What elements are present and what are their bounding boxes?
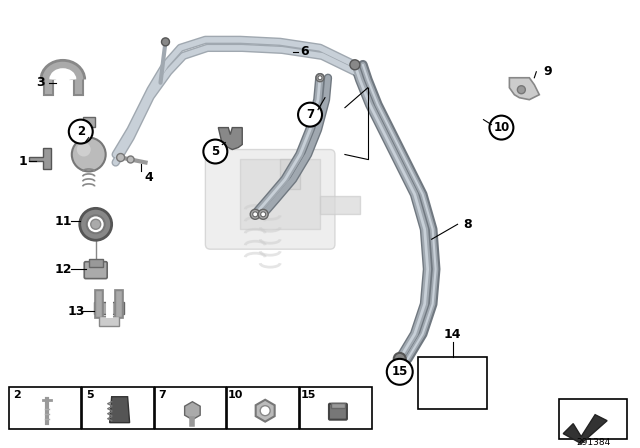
Text: 15: 15 <box>300 390 316 400</box>
Circle shape <box>116 154 125 161</box>
Text: 5: 5 <box>211 145 220 158</box>
FancyBboxPatch shape <box>329 404 347 420</box>
Text: 3: 3 <box>36 76 45 89</box>
Text: 14: 14 <box>444 328 461 341</box>
Circle shape <box>394 353 406 365</box>
Text: 7: 7 <box>306 108 314 121</box>
Bar <box>93 302 124 314</box>
Circle shape <box>250 209 260 220</box>
Text: 8: 8 <box>463 218 472 231</box>
Text: 13: 13 <box>67 305 84 318</box>
Polygon shape <box>29 147 51 169</box>
Text: 1: 1 <box>19 155 28 168</box>
Text: 2: 2 <box>77 125 85 138</box>
Circle shape <box>91 220 100 229</box>
Bar <box>559 399 627 439</box>
Circle shape <box>161 38 170 46</box>
Circle shape <box>517 86 525 94</box>
Circle shape <box>298 103 322 127</box>
Polygon shape <box>109 397 130 422</box>
Circle shape <box>87 215 105 233</box>
Circle shape <box>204 140 227 164</box>
Circle shape <box>316 74 324 82</box>
Text: 10: 10 <box>493 121 509 134</box>
FancyBboxPatch shape <box>84 262 107 279</box>
Circle shape <box>258 209 268 220</box>
Text: 7: 7 <box>159 390 166 400</box>
Circle shape <box>318 76 322 80</box>
Text: 9: 9 <box>543 65 552 78</box>
Text: 11: 11 <box>54 215 72 228</box>
Bar <box>99 316 118 326</box>
Text: 12: 12 <box>54 263 72 276</box>
FancyBboxPatch shape <box>205 150 335 249</box>
Text: 4: 4 <box>144 171 153 184</box>
Circle shape <box>68 120 93 143</box>
Text: 2: 2 <box>13 390 21 400</box>
Text: 15: 15 <box>392 365 408 378</box>
Bar <box>82 387 154 429</box>
Circle shape <box>80 208 111 240</box>
Text: 5: 5 <box>86 390 93 400</box>
Bar <box>89 259 102 267</box>
Bar <box>280 159 300 190</box>
Text: 10: 10 <box>228 390 243 400</box>
Circle shape <box>72 138 106 172</box>
Polygon shape <box>218 128 243 150</box>
Circle shape <box>127 156 134 163</box>
Bar <box>240 159 320 229</box>
Bar <box>331 403 345 408</box>
Circle shape <box>387 359 413 385</box>
Circle shape <box>490 116 513 140</box>
Polygon shape <box>509 78 540 100</box>
Bar <box>227 387 299 429</box>
Circle shape <box>260 212 266 217</box>
Bar <box>9 387 81 429</box>
Circle shape <box>350 60 360 70</box>
Polygon shape <box>563 415 607 444</box>
Circle shape <box>253 212 258 217</box>
Bar <box>418 357 488 409</box>
Circle shape <box>77 142 91 156</box>
Text: 291384: 291384 <box>576 438 611 447</box>
Bar <box>320 196 360 214</box>
Bar <box>300 387 372 429</box>
Bar <box>154 387 227 429</box>
Polygon shape <box>184 402 200 420</box>
Bar <box>83 116 95 127</box>
Text: 6: 6 <box>301 45 309 58</box>
Circle shape <box>260 406 270 416</box>
Polygon shape <box>255 400 275 422</box>
